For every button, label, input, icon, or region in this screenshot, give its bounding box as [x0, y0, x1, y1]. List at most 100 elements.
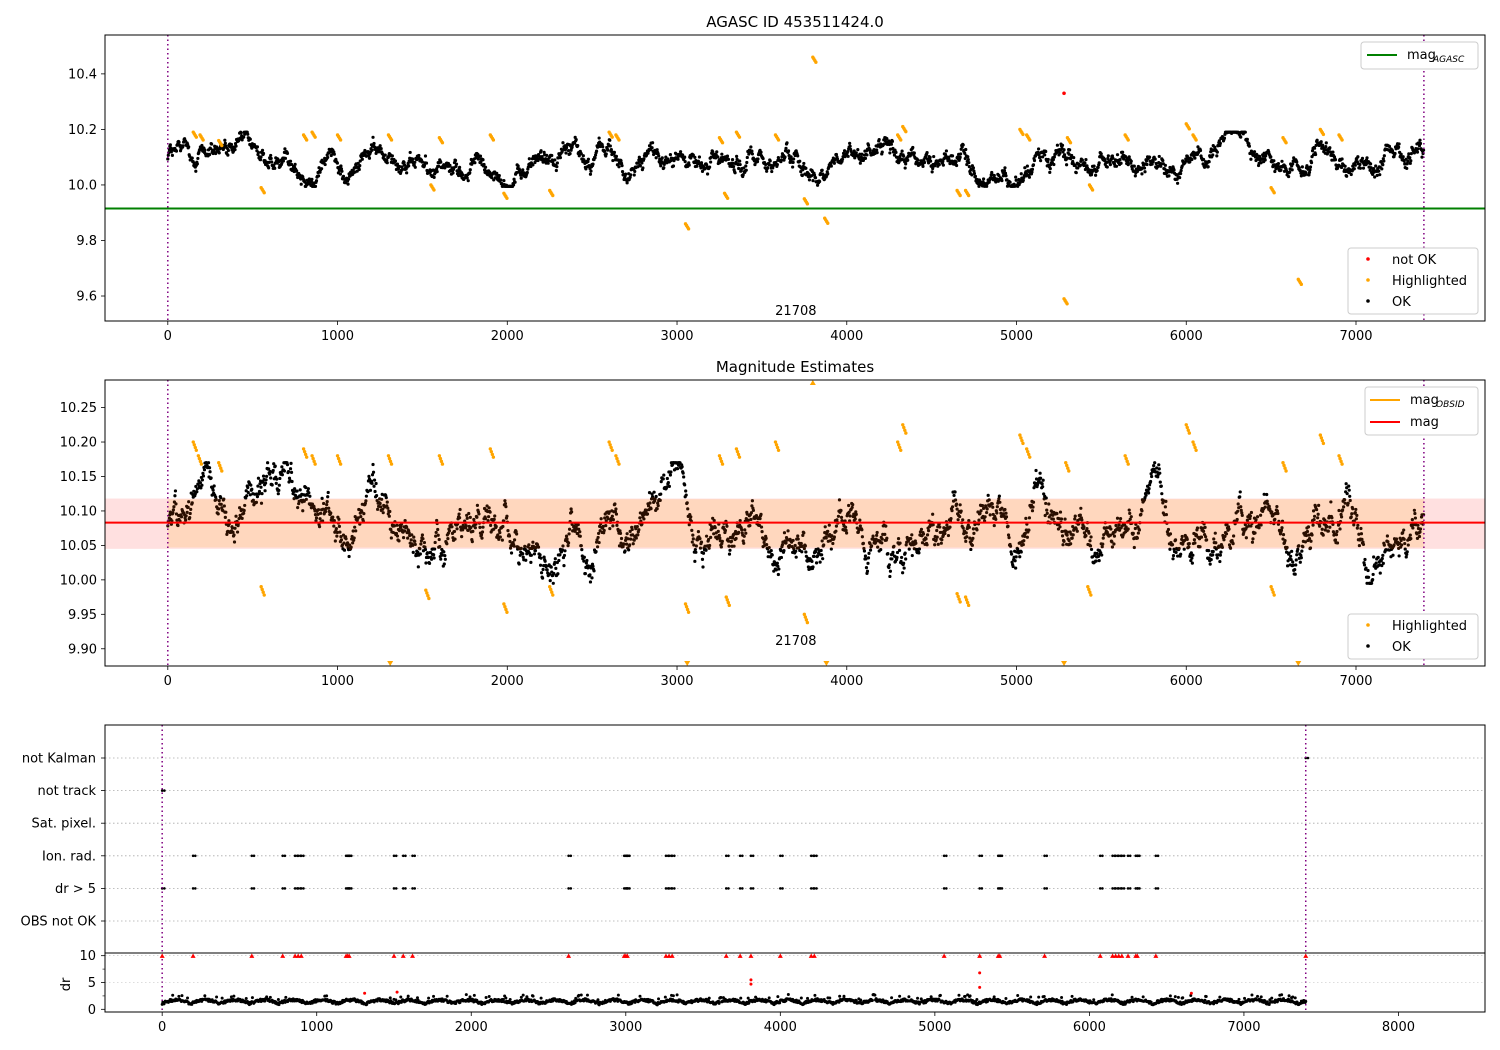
ok-point [784, 541, 788, 545]
ok-point [1188, 160, 1192, 164]
ok-point [489, 523, 493, 528]
ok-point [696, 530, 701, 534]
ok-point [1318, 524, 1322, 528]
ok-point [1070, 153, 1074, 158]
ok-point [798, 159, 802, 163]
ok-point [316, 512, 320, 516]
ok-point [1215, 150, 1219, 154]
ok-point [371, 470, 376, 474]
ok-point [591, 162, 595, 166]
ok-point [1375, 173, 1379, 178]
ok-point [505, 514, 509, 518]
ok-point [542, 555, 546, 559]
ok-point [594, 550, 598, 554]
ok-point [351, 529, 355, 533]
ok-point [1084, 158, 1088, 162]
ok-point [539, 571, 544, 575]
ok-point [1331, 150, 1335, 154]
ok-point [737, 166, 741, 171]
ok-point [655, 507, 659, 511]
ok-point [320, 496, 324, 500]
ok-point [953, 490, 957, 494]
ok-point [1307, 170, 1312, 174]
ok-point [275, 477, 279, 481]
ok-point [988, 513, 992, 517]
ok-point [1041, 155, 1045, 159]
ok-point [333, 539, 337, 543]
ok-point [1036, 147, 1041, 151]
ok-point [634, 536, 638, 540]
ok-point [608, 526, 612, 531]
ok-point [800, 173, 804, 178]
ok-point [971, 536, 975, 540]
ok-point [756, 157, 760, 161]
ok-point [1297, 166, 1301, 170]
ok-point [750, 152, 754, 156]
ok-point [699, 540, 704, 544]
ok-point [1044, 501, 1048, 506]
ok-point [1190, 556, 1194, 560]
y-tick-label: 10.25 [60, 401, 97, 416]
ok-point [263, 489, 267, 493]
ok-point [875, 530, 879, 535]
ok-point [280, 473, 284, 477]
ok-point [517, 562, 521, 566]
ok-point [225, 532, 229, 536]
ok-point [648, 501, 652, 505]
ok-point [249, 483, 253, 487]
ok-point [1208, 562, 1212, 566]
ok-point [1171, 557, 1175, 561]
ok-point [853, 517, 857, 521]
ok-point [932, 154, 936, 159]
ok-point [641, 166, 645, 170]
ok-point [1071, 533, 1075, 537]
ok-point [807, 178, 812, 182]
ok-point [1153, 157, 1157, 161]
highlighted-point [1284, 141, 1288, 145]
ok-point [1206, 165, 1210, 169]
legend-label: not OK [1392, 253, 1437, 268]
ok-point [569, 507, 573, 511]
ok-point [379, 505, 383, 509]
ok-point [1031, 163, 1036, 167]
ok-point [1360, 156, 1365, 161]
ok-point [402, 529, 407, 533]
ok-point [1073, 517, 1077, 521]
ok-point [173, 494, 177, 498]
ok-point [693, 547, 697, 552]
ok-point [435, 518, 439, 523]
ok-point [259, 485, 263, 489]
ok-point [725, 524, 729, 528]
ok-point [1161, 158, 1165, 163]
ok-point [1421, 148, 1426, 152]
ok-point [1147, 487, 1151, 491]
ok-point [564, 534, 569, 538]
ok-point [326, 155, 330, 160]
ok-point [269, 476, 273, 480]
ok-point [1157, 467, 1161, 471]
ok-point [1259, 523, 1263, 527]
ok-point [956, 518, 960, 522]
ok-point [1043, 153, 1047, 157]
ok-point [698, 536, 702, 541]
ok-point [1368, 168, 1372, 172]
ok-point [770, 169, 774, 174]
ok-point [207, 466, 212, 470]
ok-point [578, 530, 582, 534]
ok-point [340, 169, 344, 173]
ok-point [1135, 536, 1139, 540]
ok-point [869, 544, 874, 548]
ok-point [965, 535, 969, 539]
ok-point [650, 141, 655, 145]
ok-point [735, 154, 739, 158]
ok-point [1157, 154, 1161, 159]
ok-point [937, 163, 941, 167]
ok-point [266, 461, 270, 465]
highlighted-point [1065, 302, 1069, 306]
ok-point [256, 476, 261, 480]
ok-point [405, 525, 409, 529]
highlighted-point [826, 221, 830, 225]
ok-point [786, 529, 790, 533]
ok-point [400, 165, 404, 169]
ok-point [813, 176, 818, 180]
